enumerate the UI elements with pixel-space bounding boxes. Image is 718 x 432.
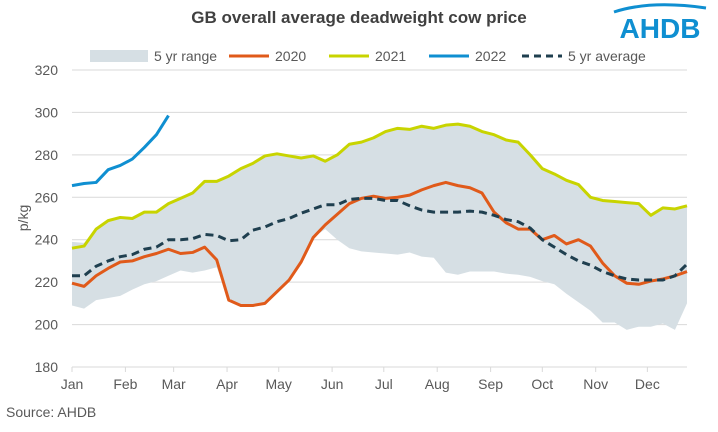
x-tick-label: Apr xyxy=(216,376,238,392)
legend-item: 5 yr average xyxy=(522,48,646,64)
legend-item: 2022 xyxy=(429,48,506,64)
legend-label: 5 yr range xyxy=(154,48,217,64)
x-tick-label: Nov xyxy=(583,376,608,392)
legend-label: 2020 xyxy=(275,48,306,64)
x-tick-label: Sep xyxy=(478,376,503,392)
legend: 5 yr range 2020 2021 2022 5 yr average xyxy=(90,48,646,64)
x-tick-label: May xyxy=(265,376,291,392)
x-tick-label: Aug xyxy=(425,376,450,392)
series-line-5-yr-average xyxy=(72,196,689,282)
y-axis: 180 200 220 240 260 280 300 320 xyxy=(35,62,59,375)
x-tick-label: Dec xyxy=(635,376,660,392)
five-year-range-area xyxy=(72,124,687,330)
x-tick-label: Jan xyxy=(61,376,84,392)
x-tick-label: Oct xyxy=(531,376,553,392)
series-line-2021 xyxy=(71,122,688,250)
svg-text:AHDB: AHDB xyxy=(620,13,701,44)
source-note: Source: AHDB xyxy=(6,404,97,420)
legend-swatch xyxy=(90,50,148,62)
x-axis: Jan Feb Mar Apr May Jun Jul Aug Sep Oct Nov Dec xyxy=(61,367,660,392)
x-tick-label: Jul xyxy=(375,376,393,392)
y-tick-label: 300 xyxy=(35,104,59,120)
ahdb-logo: AHDB xyxy=(610,0,710,51)
legend-label: 2021 xyxy=(375,48,406,64)
series-lines xyxy=(71,114,689,307)
series-line-2020 xyxy=(71,180,688,307)
series-line-2022 xyxy=(71,114,170,188)
legend-item: 2021 xyxy=(329,48,406,64)
legend-item: 5 yr range xyxy=(90,48,217,64)
chart-title: GB overall average deadweight cow price xyxy=(191,8,527,27)
legend-label: 2022 xyxy=(475,48,506,64)
y-tick-label: 240 xyxy=(35,232,59,248)
y-tick-label: 280 xyxy=(35,147,59,163)
y-tick-label: 200 xyxy=(35,317,59,333)
x-tick-label: Jun xyxy=(321,376,344,392)
y-tick-label: 320 xyxy=(35,62,59,78)
legend-item: 2020 xyxy=(229,48,306,64)
y-tick-label: 220 xyxy=(35,274,59,290)
y-tick-label: 180 xyxy=(35,359,59,375)
y-tick-label: 260 xyxy=(35,189,59,205)
y-axis-label: p/kg xyxy=(15,205,31,231)
legend-label: 5 yr average xyxy=(568,48,646,64)
x-tick-label: Mar xyxy=(162,376,186,392)
x-tick-label: Feb xyxy=(113,376,137,392)
